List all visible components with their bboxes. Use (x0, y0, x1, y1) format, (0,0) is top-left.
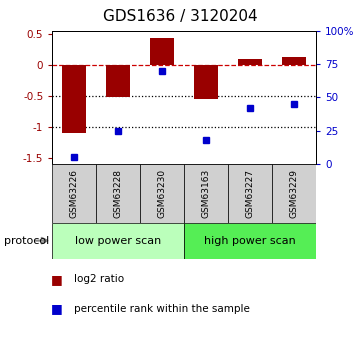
Text: GDS1636 / 3120204: GDS1636 / 3120204 (103, 9, 258, 23)
Bar (62, 65, 86, 133)
Text: GSM63227: GSM63227 (245, 169, 255, 218)
Bar (272, 164, 316, 223)
Text: GSM63229: GSM63229 (290, 169, 299, 218)
Bar (150, 38, 174, 65)
Bar (96, 164, 140, 223)
Text: ■: ■ (51, 273, 62, 286)
Text: protocol: protocol (4, 236, 49, 246)
Text: high power scan: high power scan (204, 236, 296, 246)
Bar (52, 164, 96, 223)
Bar (184, 164, 228, 223)
Text: log2 ratio: log2 ratio (74, 275, 124, 284)
Text: GSM63163: GSM63163 (201, 169, 210, 218)
Bar (194, 65, 218, 99)
Bar (184, 223, 316, 259)
Text: ■: ■ (51, 302, 62, 315)
Text: GSM63226: GSM63226 (70, 169, 79, 218)
Bar (106, 65, 130, 97)
Bar (282, 57, 306, 65)
Text: GSM63230: GSM63230 (158, 169, 167, 218)
Text: low power scan: low power scan (75, 236, 161, 246)
Text: GSM63228: GSM63228 (114, 169, 123, 218)
Text: percentile rank within the sample: percentile rank within the sample (74, 304, 250, 314)
Bar (228, 164, 272, 223)
Bar (140, 164, 184, 223)
Bar (52, 223, 184, 259)
Bar (238, 59, 262, 65)
